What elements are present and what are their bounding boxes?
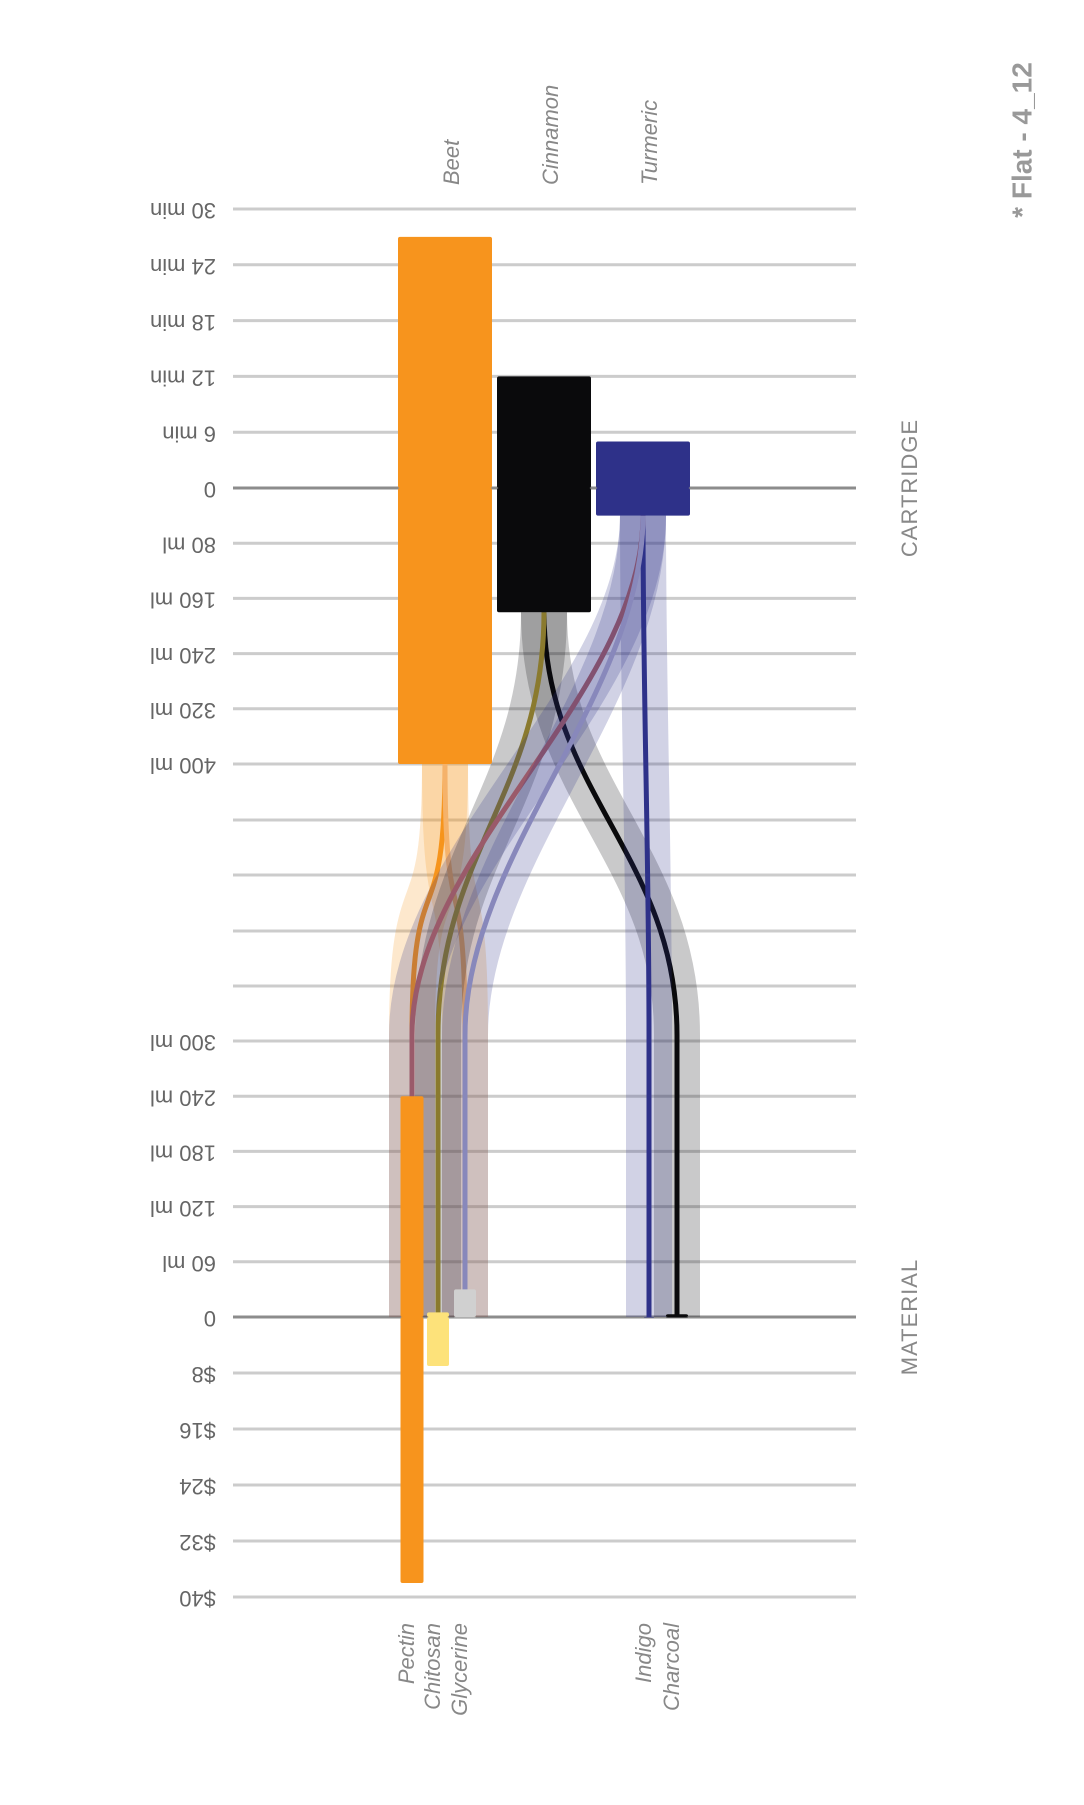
material-label: Glycerine [447,1623,472,1716]
y-tick-label: 24 min [150,254,216,279]
material-label: Indigo [631,1623,656,1683]
chart-title: * Flat - 4_12 [1006,62,1037,218]
volume-bar [596,488,690,516]
material-cost-bar [427,1317,449,1366]
y-tick-label: $16 [179,1418,216,1443]
y-tick-label: 80 ml [162,532,216,557]
section-label: CARTRIDGE [897,419,922,557]
y-tick-label: 240 ml [150,643,216,668]
y-tick-label: 240 ml [150,1085,216,1110]
y-tick-label: 160 ml [150,588,216,613]
marks [398,236,690,1583]
y-tick-label: 0 [204,477,216,502]
y-tick-label: 300 ml [150,1030,216,1055]
flow-line [462,515,646,1317]
material-label: Charcoal [659,1622,684,1711]
y-tick-label: 0 [204,1306,216,1331]
y-tick-label: $8 [192,1362,216,1387]
flow-line [640,515,652,1317]
time-bar [497,376,591,488]
material-volume-bar [427,1312,449,1317]
flow-line [541,612,680,1317]
flow-line [409,763,448,1317]
y-tick-label: 60 ml [162,1251,216,1276]
flow-line [442,763,468,1317]
y-tick-label: 120 ml [150,1196,216,1221]
material-cost-bar [666,1317,688,1318]
y-tick-label: $40 [179,1586,216,1611]
column-label: Beet [439,139,464,185]
material-volume-bar [400,1096,424,1317]
flows [389,515,700,1317]
y-tick-label: 30 min [150,198,216,223]
y-tick-label: 12 min [150,366,216,391]
material-cost-bar [454,1317,476,1318]
y-tick-label: 18 min [150,310,216,335]
y-tick-label: 180 ml [150,1141,216,1166]
material-label: Chitosan [420,1623,445,1710]
material-cost-bar [644,1317,654,1318]
volume-bar [497,488,591,613]
material-label: Pectin [394,1623,419,1684]
material-volume-bar [666,1314,688,1317]
section-label: MATERIAL [897,1259,922,1375]
y-tick-label: $24 [179,1474,216,1499]
column-label: Cinnamon [538,85,563,185]
column-label: Turmeric [637,100,662,185]
y-tick-label: 400 ml [150,753,216,778]
y-tick-label: 320 ml [150,698,216,723]
volume-bar [398,488,492,764]
material-volume-bar [454,1289,476,1317]
time-bar [596,441,690,488]
flow-line [409,515,646,1317]
y-tick-label: $32 [179,1530,216,1555]
material-cost-bar [400,1317,424,1583]
time-bar [398,236,492,488]
y-tick-label: 6 min [162,421,216,446]
